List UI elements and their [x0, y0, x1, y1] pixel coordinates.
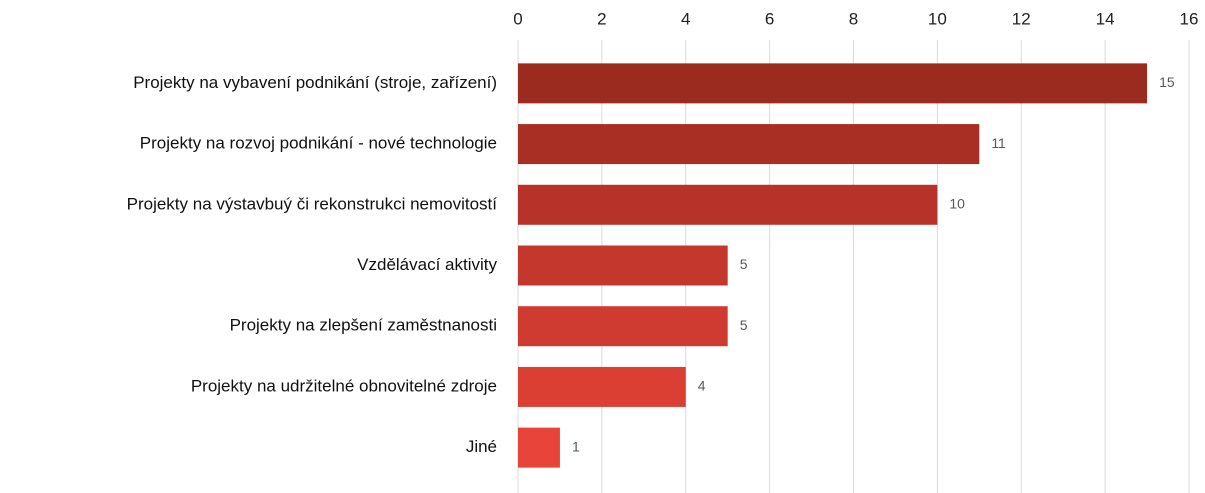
- y-tick-label: Projekty na zlepšení zaměstnanosti: [230, 316, 497, 335]
- bar: [518, 63, 1148, 104]
- y-tick-label: Jiné: [466, 437, 497, 456]
- y-tick-label: Projekty na vybavení podnikání (stroje, …: [133, 73, 497, 92]
- x-tick-label: 0: [513, 9, 522, 28]
- x-tick-label: 8: [849, 9, 858, 28]
- x-tick-label: 10: [928, 9, 947, 28]
- data-label: 5: [740, 256, 748, 272]
- x-tick-label: 4: [681, 9, 690, 28]
- bar: [518, 245, 728, 286]
- bar: [518, 427, 560, 468]
- data-label: 1: [572, 438, 580, 454]
- x-tick-label: 14: [1096, 9, 1115, 28]
- x-tick-label: 2: [597, 9, 606, 28]
- bar: [518, 124, 980, 165]
- data-label: 4: [698, 378, 706, 394]
- x-tick-label: 6: [765, 9, 774, 28]
- y-tick-label: Projekty na udržitelné obnovitelné zdroj…: [191, 376, 497, 395]
- data-label: 15: [1159, 74, 1175, 90]
- bar: [518, 184, 938, 225]
- data-label: 5: [740, 317, 748, 333]
- data-label: 10: [949, 195, 965, 211]
- x-tick-label: 12: [1012, 9, 1031, 28]
- y-tick-label: Projekty na rozvoj podnikání - nové tech…: [140, 134, 497, 153]
- y-tick-label: Vzdělávací aktivity: [357, 255, 497, 274]
- bar: [518, 366, 686, 407]
- bar: [518, 306, 728, 347]
- data-label: 11: [991, 135, 1006, 151]
- y-tick-label: Projekty na výstavbuý či rekonstrukci ne…: [127, 194, 498, 213]
- x-tick-label: 16: [1180, 9, 1199, 28]
